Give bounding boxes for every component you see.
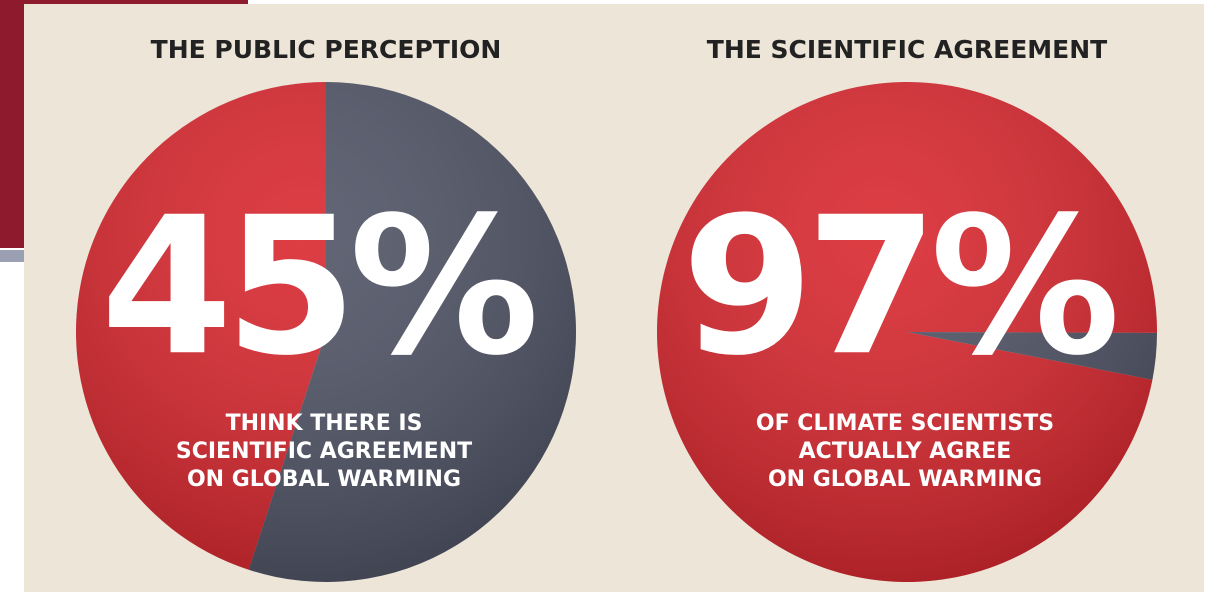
value-label: 97% xyxy=(682,176,1115,397)
corner-bar xyxy=(0,250,30,262)
caption-line: ON GLOBAL WARMING xyxy=(187,467,461,492)
chart-title: THE PUBLIC PERCEPTION xyxy=(151,35,502,64)
caption-line: OF CLIMATE SCIENTISTS xyxy=(756,411,1054,436)
caption-line: SCIENTIFIC AGREEMENT xyxy=(176,439,472,464)
caption-line: ON GLOBAL WARMING xyxy=(768,467,1042,492)
caption-line: THINK THERE IS xyxy=(226,411,423,436)
value-label: 45% xyxy=(101,176,534,397)
pie-shading xyxy=(76,82,576,582)
chart-title: THE SCIENTIFIC AGREEMENT xyxy=(707,35,1107,64)
caption-line: ACTUALLY AGREE xyxy=(799,439,1012,464)
pie-shading xyxy=(657,82,1157,582)
